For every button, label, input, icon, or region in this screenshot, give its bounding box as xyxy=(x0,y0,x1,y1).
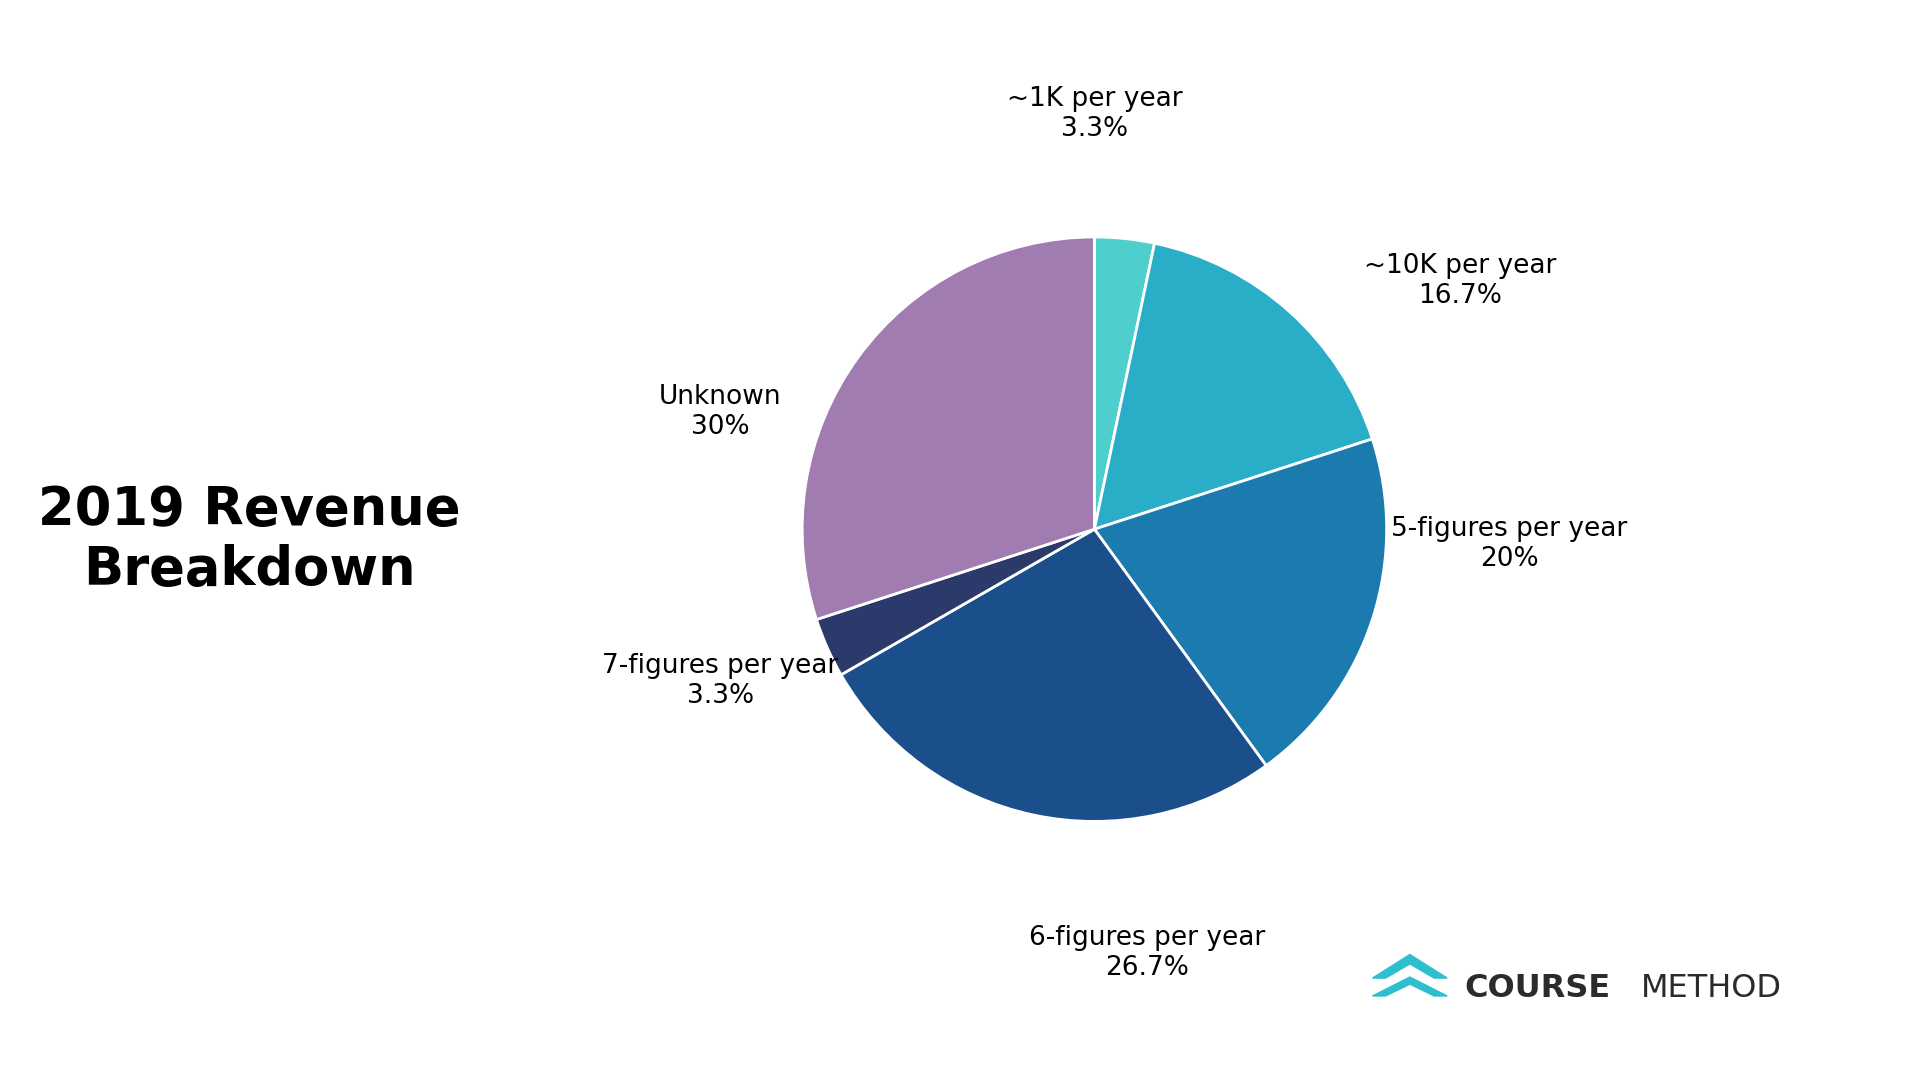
Text: METHOD: METHOD xyxy=(1640,973,1782,1003)
Polygon shape xyxy=(1373,955,1448,978)
Wedge shape xyxy=(1094,237,1154,529)
Text: 2019 Revenue
Breakdown: 2019 Revenue Breakdown xyxy=(38,484,461,596)
Wedge shape xyxy=(841,529,1265,822)
Wedge shape xyxy=(803,237,1094,620)
Text: 5-figures per year
20%: 5-figures per year 20% xyxy=(1392,516,1628,571)
Wedge shape xyxy=(1094,438,1386,766)
Text: 6-figures per year
26.7%: 6-figures per year 26.7% xyxy=(1029,924,1265,981)
Polygon shape xyxy=(1373,977,1448,996)
Text: ~10K per year
16.7%: ~10K per year 16.7% xyxy=(1363,253,1555,309)
Text: ~1K per year
3.3%: ~1K per year 3.3% xyxy=(1006,86,1183,143)
Text: COURSE: COURSE xyxy=(1465,973,1611,1003)
Text: Unknown
30%: Unknown 30% xyxy=(659,384,781,441)
Text: 7-figures per year
3.3%: 7-figures per year 3.3% xyxy=(603,653,839,710)
Wedge shape xyxy=(816,529,1094,675)
Wedge shape xyxy=(1094,243,1373,529)
